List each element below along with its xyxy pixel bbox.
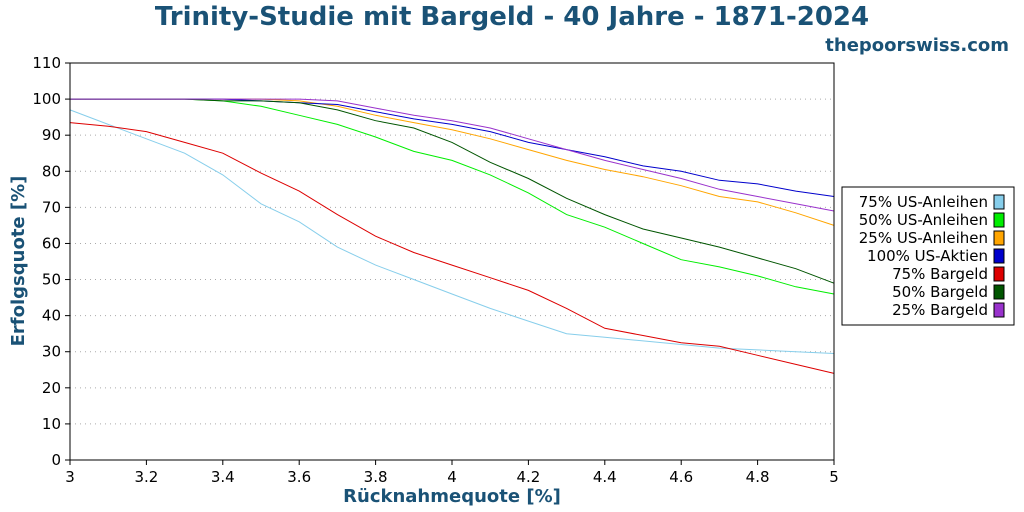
y-tick-label: 0 bbox=[51, 451, 61, 469]
y-axis-label: Erfolgsquote [%] bbox=[8, 176, 29, 347]
x-tick-label: 4.6 bbox=[669, 468, 693, 486]
series-line-5 bbox=[70, 98, 835, 284]
y-tick-label: 90 bbox=[42, 126, 61, 144]
series-lines bbox=[69, 98, 835, 374]
series-line-6 bbox=[70, 98, 835, 212]
legend-label: 75% US-Anleihen bbox=[859, 193, 988, 211]
x-tick-label: 4.8 bbox=[746, 468, 770, 486]
legend-label: 25% US-Anleihen bbox=[859, 229, 988, 247]
legend-label: 50% Bargeld bbox=[892, 283, 988, 301]
series-line-3 bbox=[70, 98, 835, 197]
legend-label: 25% Bargeld bbox=[892, 301, 988, 319]
y-tick-label: 30 bbox=[42, 343, 61, 361]
x-tick-label: 3.2 bbox=[134, 468, 158, 486]
legend-label: 75% Bargeld bbox=[892, 265, 988, 283]
y-tick-label: 80 bbox=[42, 162, 61, 180]
legend-swatch bbox=[993, 230, 1005, 246]
chart-title: Trinity-Studie mit Bargeld - 40 Jahre - … bbox=[155, 2, 869, 32]
legend-label: 100% US-Aktien bbox=[867, 247, 988, 265]
y-tick-label: 50 bbox=[42, 271, 61, 289]
legend-swatch bbox=[993, 302, 1005, 318]
y-tick-label: 100 bbox=[32, 90, 61, 108]
x-tick-label: 4 bbox=[447, 468, 457, 486]
x-tick-label: 4.2 bbox=[516, 468, 540, 486]
y-tick-label: 60 bbox=[42, 234, 61, 252]
legend-swatch bbox=[993, 248, 1005, 264]
series-line-4 bbox=[69, 122, 835, 374]
legend-swatch bbox=[993, 212, 1005, 228]
series-line-2 bbox=[70, 98, 835, 226]
legend-box bbox=[841, 186, 1015, 326]
legend-swatch bbox=[993, 284, 1005, 300]
legend-label: 50% US-Anleihen bbox=[859, 211, 988, 229]
x-tick-label: 3.6 bbox=[287, 468, 311, 486]
y-tick-label: 110 bbox=[32, 54, 61, 72]
x-tick-label: 4.4 bbox=[593, 468, 617, 486]
x-axis-label: Rücknahmequote [%] bbox=[343, 486, 561, 507]
grid-lines bbox=[70, 98, 834, 425]
legend-swatch bbox=[993, 194, 1005, 210]
series-line-0 bbox=[69, 109, 835, 354]
legend-swatch bbox=[993, 266, 1005, 282]
x-tick-label: 3.8 bbox=[364, 468, 388, 486]
y-tick-label: 20 bbox=[42, 379, 61, 397]
axis-ticks: 0 10 20 30 40 50 60 70 80 90 100 110 3 3.2 3.4 3.6 3.8 4 4… bbox=[32, 54, 838, 486]
y-tick-label: 70 bbox=[42, 198, 61, 216]
y-tick-label: 10 bbox=[42, 415, 61, 433]
y-tick-label: 40 bbox=[42, 307, 61, 325]
plot-frame bbox=[69, 62, 835, 461]
x-tick-label: 5 bbox=[829, 468, 839, 486]
chart-subtitle: thepoorswiss.com bbox=[825, 35, 1009, 56]
x-tick-label: 3 bbox=[65, 468, 75, 486]
x-tick-label: 3.4 bbox=[211, 468, 235, 486]
